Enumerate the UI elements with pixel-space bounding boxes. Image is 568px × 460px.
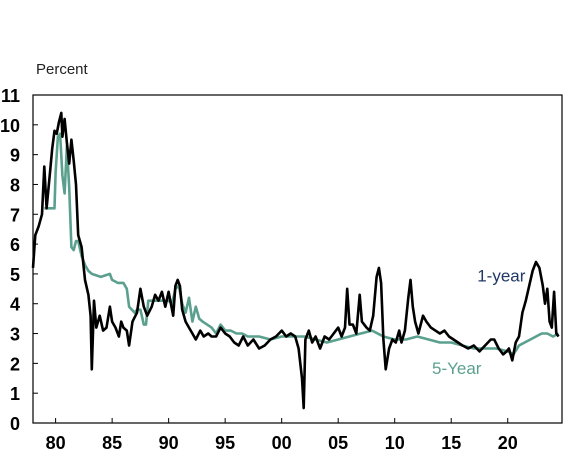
x-tick-label: 95 [215, 433, 235, 453]
series-lines [31, 111, 560, 410]
y-tick-label: 7 [10, 205, 20, 225]
x-tick-label: 00 [272, 433, 292, 453]
x-tick-label: 80 [46, 433, 66, 453]
y-tick-label: 0 [10, 414, 20, 434]
y-tick-label: 2 [10, 354, 20, 374]
y-tick-label: 10 [0, 116, 20, 136]
x-tick-label: 10 [385, 433, 405, 453]
y-tick-label: 4 [10, 295, 20, 315]
series-line-1-year [31, 111, 560, 410]
series-label-5-year: 5-Year [432, 359, 482, 378]
y-tick-label: 11 [1, 86, 20, 106]
y-tick-label: 8 [10, 175, 20, 195]
x-tick-label: 20 [498, 433, 518, 453]
x-tick-label: 15 [441, 433, 461, 453]
x-tick-label: 05 [328, 433, 348, 453]
axes [32, 94, 563, 424]
series-labels: 1-year 5-Year [432, 266, 526, 377]
y-tick-label: 6 [10, 235, 20, 255]
y-tick-label: 1 [10, 384, 20, 404]
y-tick-label: 5 [10, 265, 20, 285]
y-tick-label: 9 [10, 146, 20, 166]
tick-labels: 0 1 2 3 4 5 6 7 8 9 10 11 80 85 90 95 00 05 10 15 20 [0, 86, 518, 453]
plot-frame [32, 94, 563, 424]
y-axis-unit-label: Percent [36, 61, 89, 78]
x-tick-label: 85 [102, 433, 122, 453]
series-label-1-year: 1-year [477, 266, 526, 285]
x-tick-label: 90 [159, 433, 179, 453]
y-tick-label: 3 [10, 325, 20, 345]
